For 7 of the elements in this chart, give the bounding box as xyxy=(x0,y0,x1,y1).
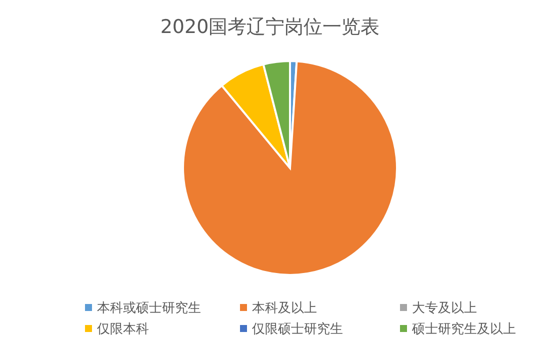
legend-label: 硕士研究生及以上 xyxy=(411,322,516,337)
legend-label: 本科及以上 xyxy=(252,301,317,316)
legend-label: 仅限硕士研究生 xyxy=(252,322,343,337)
chart-title: 2020国考辽宁岗位一览表 xyxy=(160,16,380,38)
legend-label: 仅限本科 xyxy=(97,322,149,337)
legend-label: 大专及以上 xyxy=(412,301,477,316)
legend-label: 本科或硕士研究生 xyxy=(97,301,201,316)
